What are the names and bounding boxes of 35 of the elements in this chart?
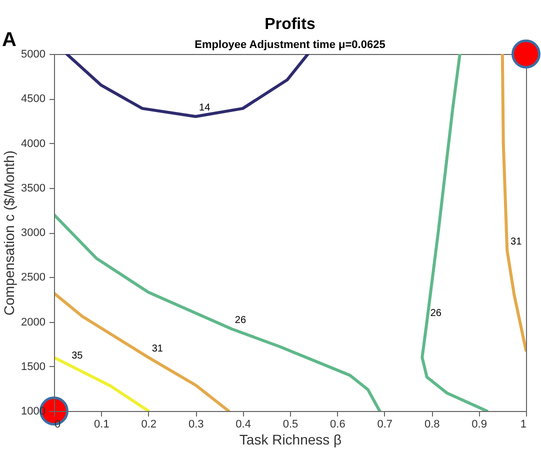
y-tick-label: 5000 — [21, 48, 46, 60]
x-tick-label: 0.7 — [377, 418, 393, 430]
text: A — [2, 29, 16, 51]
line-series — [54, 213, 382, 411]
line-series — [54, 292, 230, 411]
x-tick-label: 0.2 — [141, 418, 157, 430]
x-tick-label: 0.3 — [188, 418, 204, 430]
y-tick-label: 1500 — [21, 360, 46, 373]
y-axis-title: Compensation c ($/Month) — [1, 150, 18, 316]
series-label: 35 — [72, 350, 84, 362]
x-tick-label: 1 — [520, 418, 526, 430]
series-label: 26 — [430, 308, 442, 319]
y-tick-label: 3500 — [21, 182, 46, 194]
x-tick-label: 0.6 — [330, 418, 346, 430]
x-axis-title: Task Richness β — [239, 432, 342, 448]
line-series — [420, 54, 488, 411]
series-label: 26 — [234, 314, 246, 326]
line-series — [500, 54, 526, 352]
x-tick-label: 0.1 — [94, 418, 110, 430]
x-tick-label: 0.4 — [236, 418, 251, 430]
y-tick-label: 2500 — [21, 272, 46, 284]
line-series — [65, 54, 310, 118]
y-tick-label: 2000 — [21, 316, 46, 328]
x-tick-label: 0.9 — [472, 418, 487, 430]
x-tick-label: 0.8 — [424, 418, 440, 430]
x-tick-label: 0 — [54, 418, 61, 430]
y-tick-label: 3000 — [21, 227, 46, 239]
series-label: 31 — [510, 236, 522, 248]
y-tick-label: 4500 — [21, 93, 46, 106]
x-tick-label: 0.5 — [282, 418, 298, 430]
chart-title: Profits — [264, 16, 316, 33]
series-label: 31 — [152, 343, 164, 354]
chart-subtitle: Employee Adjustment time μ=0.0625 — [194, 39, 386, 51]
y-tick-label: 4000 — [21, 138, 46, 150]
series-label: 14 — [199, 102, 211, 114]
